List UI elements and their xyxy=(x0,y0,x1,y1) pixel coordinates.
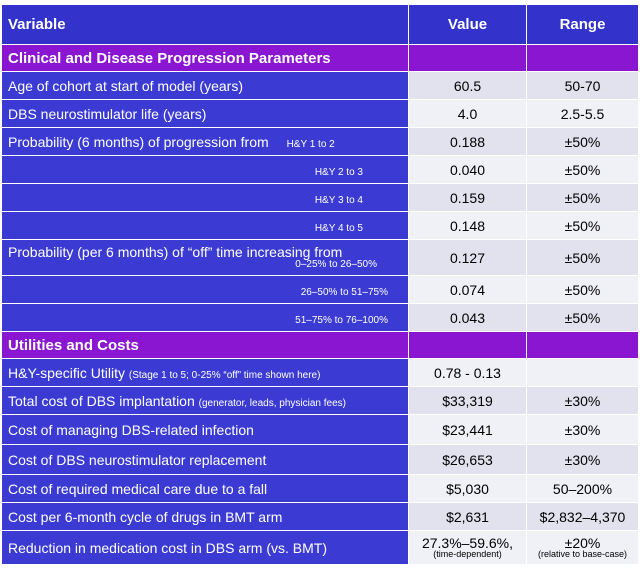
range-prog-4: ±50% xyxy=(526,211,639,240)
value-bmt-drugs: $2,631 xyxy=(408,502,527,531)
range-reduction: ±20% xyxy=(564,535,601,551)
section-row-clinical: Clinical and Disease Progression Paramet… xyxy=(1,44,639,72)
range-age: 50-70 xyxy=(526,71,639,100)
range-fall: 50–200% xyxy=(526,474,639,503)
stage-prog-4: H&Y 4 to 5 xyxy=(314,222,363,234)
label-fall: Cost of required medical care due to a f… xyxy=(1,474,409,503)
value-off-3: 0.043 xyxy=(408,303,527,332)
note-reduction-range: (relative to base-case) xyxy=(537,549,628,559)
stage-off-3: 51–75% to 76–100% xyxy=(295,314,388,326)
header-value: Value xyxy=(408,4,527,45)
range-off-2: ±50% xyxy=(526,275,639,304)
header-variable: Variable xyxy=(1,4,409,45)
value-replacement: $26,653 xyxy=(408,444,527,475)
range-dbs-cost: ±30% xyxy=(526,386,639,415)
label-infection: Cost of managing DBS-related infection xyxy=(1,414,409,445)
range-prog-1: ±50% xyxy=(526,127,639,156)
table-row-dbs-cost: Total cost of DBS implantation (generato… xyxy=(1,386,639,415)
stage-off-1: 0–25% to 26–50% xyxy=(295,258,377,270)
table-row-bmt-drugs: Cost per 6-month cycle of drugs in BMT a… xyxy=(1,502,639,531)
section-title-utilities: Utilities and Costs xyxy=(1,331,409,359)
value-prog-4: 0.148 xyxy=(408,211,527,240)
stage-prog-3: H&Y 3 to 4 xyxy=(314,194,363,206)
value-utility: 0.78 - 0.13 xyxy=(408,358,527,387)
table-row-replacement: Cost of DBS neurostimulator replacement … xyxy=(1,444,639,475)
range-off-3: ±50% xyxy=(526,303,639,332)
table-row-prog-1: Probability (6 months) of progression fr… xyxy=(1,127,639,156)
value-prog-2: 0.040 xyxy=(408,155,527,184)
section-row-utilities: Utilities and Costs xyxy=(1,331,639,359)
table-row-prog-3: H&Y 3 to 4 0.159 ±50% xyxy=(1,183,639,212)
label-replacement: Cost of DBS neurostimulator replacement xyxy=(1,444,409,475)
range-replacement: ±30% xyxy=(526,444,639,475)
table-row-off-1: Probability (per 6 months) of “off” time… xyxy=(1,239,639,276)
range-prog-2: ±50% xyxy=(526,155,639,184)
note-utility: (Stage 1 to 5; 0-25% “off” time shown he… xyxy=(128,369,321,381)
stage-prog-2: H&Y 2 to 3 xyxy=(314,166,363,178)
range-off-1: ±50% xyxy=(526,239,639,276)
range-infection: ±30% xyxy=(526,414,639,445)
table-row-reduction: Reduction in medication cost in DBS arm … xyxy=(1,530,639,565)
table-row-age: Age of cohort at start of model (years) … xyxy=(1,71,639,100)
label-utility: H&Y-specific Utility xyxy=(8,364,125,381)
range-bmt-drugs: $2,832–4,370 xyxy=(526,502,639,531)
range-dbs-life: 2.5-5.5 xyxy=(526,99,639,128)
label-dbs-cost: Total cost of DBS implantation xyxy=(8,392,195,409)
table-row-dbs-life: DBS neurostimulator life (years) 4.0 2.5… xyxy=(1,99,639,128)
stage-prog-1: H&Y 1 to 2 xyxy=(286,138,335,150)
note-dbs-cost: (generator, leads, physician fees) xyxy=(198,397,346,409)
value-dbs-cost: $33,319 xyxy=(408,386,527,415)
value-fall: $5,030 xyxy=(408,474,527,503)
value-off-1: 0.127 xyxy=(408,239,527,276)
table-row-prog-4: H&Y 4 to 5 0.148 ±50% xyxy=(1,211,639,240)
table-row-utility: H&Y-specific Utility (Stage 1 to 5; 0-25… xyxy=(1,358,639,387)
value-prog-3: 0.159 xyxy=(408,183,527,212)
label-bmt-drugs: Cost per 6-month cycle of drugs in BMT a… xyxy=(1,502,409,531)
label-progression: Probability (6 months) of progression fr… xyxy=(8,133,269,150)
value-infection: $23,441 xyxy=(408,414,527,445)
value-prog-1: 0.188 xyxy=(408,127,527,156)
note-reduction-value: (time-dependent) xyxy=(433,549,502,559)
range-prog-3: ±50% xyxy=(526,183,639,212)
parameters-table: Variable Value Range Clinical and Diseas… xyxy=(1,4,639,565)
label-reduction: Reduction in medication cost in DBS arm … xyxy=(1,530,409,565)
table-row-infection: Cost of managing DBS-related infection $… xyxy=(1,414,639,445)
table-row-prog-2: H&Y 2 to 3 0.040 ±50% xyxy=(1,155,639,184)
header-range: Range xyxy=(526,4,639,45)
label-age: Age of cohort at start of model (years) xyxy=(1,71,409,100)
label-dbs-life: DBS neurostimulator life (years) xyxy=(1,99,409,128)
table-row-off-3: 51–75% to 76–100% 0.043 ±50% xyxy=(1,303,639,332)
label-off-time: Probability (per 6 months) of “off” time… xyxy=(8,243,343,260)
table-row-fall: Cost of required medical care due to a f… xyxy=(1,474,639,503)
header-row: Variable Value Range xyxy=(1,4,639,45)
range-utility xyxy=(526,358,639,387)
section-title-clinical: Clinical and Disease Progression Paramet… xyxy=(1,44,409,72)
value-age: 60.5 xyxy=(408,71,527,100)
stage-off-2: 26–50% to 51–75% xyxy=(300,286,388,298)
table-row-off-2: 26–50% to 51–75% 0.074 ±50% xyxy=(1,275,639,304)
value-reduction: 27.3%–59.6%, xyxy=(421,535,514,551)
value-off-2: 0.074 xyxy=(408,275,527,304)
value-dbs-life: 4.0 xyxy=(408,99,527,128)
